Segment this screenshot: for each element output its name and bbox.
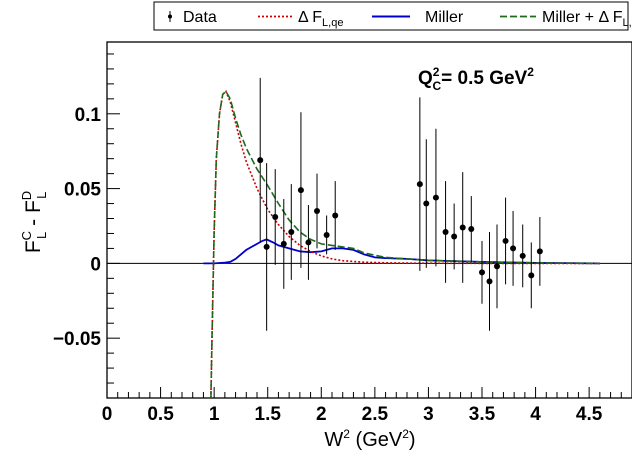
data-marker [442, 228, 449, 235]
data-marker [280, 240, 287, 247]
data-marker [451, 233, 458, 240]
data-point [528, 242, 535, 309]
x-tick-label: 2.5 [362, 404, 389, 425]
y-tick-label: 0.05 [64, 180, 101, 201]
legend-entry-dfl: Δ FL,qe [258, 9, 343, 29]
data-point [305, 205, 312, 280]
legend-label-dfl: Δ FL,qe [298, 9, 343, 29]
data-point [323, 215, 330, 255]
series-line-sum [210, 90, 600, 398]
legend-entry-data: Data [168, 9, 217, 26]
data-marker [468, 225, 475, 232]
x-axis: 0 0.5 1 1.5 2 2.5 3 3.5 4 4.5 [102, 387, 632, 425]
data-marker [528, 272, 535, 279]
data-point [459, 172, 466, 283]
y-tick-label: 0 [90, 254, 101, 275]
x-tick-label: 4 [530, 404, 541, 425]
data-point [468, 196, 475, 262]
data-marker [332, 212, 339, 219]
data-point [416, 97, 423, 271]
data-point [432, 128, 439, 267]
data-point [297, 112, 304, 268]
data-marker [288, 228, 295, 235]
data-marker [432, 194, 439, 201]
data-marker [323, 231, 330, 238]
data-marker [494, 263, 500, 270]
data-point [332, 181, 339, 250]
data-marker [536, 248, 543, 255]
data-marker [314, 208, 320, 215]
x-tick-label: 0 [102, 404, 113, 425]
data-marker [510, 245, 517, 252]
x-tick-label: 4.5 [576, 404, 603, 425]
chart-annotation: Q2 C= 0.5 GeV2 [418, 65, 534, 93]
data-marker [297, 187, 304, 194]
data-point [257, 77, 264, 243]
data-marker [263, 243, 270, 250]
data-point [288, 184, 295, 280]
data-point [280, 199, 287, 289]
data-marker [416, 181, 423, 188]
legend-label-sum: Miller + Δ FL,qe [542, 9, 632, 29]
x-tick-label: 0.5 [147, 404, 174, 425]
x-tick-label: 1.5 [255, 404, 282, 425]
x-tick-label: 1 [209, 404, 220, 425]
y-axis: 0.1 0.05 0 −0.05 [53, 53, 120, 399]
data-point [510, 211, 517, 286]
x-tick-label: 3 [423, 404, 434, 425]
data-marker [423, 200, 430, 207]
series-line-dfl [210, 90, 600, 398]
y-tick-label: −0.05 [53, 329, 102, 350]
data-marker [479, 269, 485, 276]
y-axis-title: FCL - FDL [19, 191, 49, 253]
data-marker [305, 239, 312, 246]
data-point [451, 203, 458, 270]
legend: Data Δ FL,qe Miller Miller + Δ FL,qe [153, 1, 632, 31]
data-point [263, 163, 270, 331]
data-point [536, 217, 543, 286]
data-marker [502, 237, 509, 244]
legend-data-marker [168, 14, 172, 19]
legend-entry-miller: Miller [372, 9, 464, 26]
data-marker [257, 157, 264, 164]
data-marker [272, 214, 279, 221]
y-tick-label: 0.1 [75, 105, 102, 126]
x-tick-label: 2 [316, 404, 327, 425]
x-axis-title: W2 (GeV2) [324, 427, 415, 451]
data-point [502, 197, 509, 285]
data-marker [459, 224, 466, 231]
data-point [494, 224, 500, 309]
x-tick-label: 3.5 [469, 404, 496, 425]
data-point [314, 173, 320, 249]
data-point [442, 181, 449, 283]
legend-entry-sum: Miller + Δ FL,qe [500, 9, 632, 29]
data-point [486, 231, 493, 331]
plot-content [107, 77, 632, 398]
data-point [272, 169, 279, 265]
data-point [479, 240, 485, 304]
data-marker [519, 252, 526, 259]
legend-label-miller: Miller [425, 9, 464, 26]
plot-area-frame [106, 41, 632, 399]
data-point [519, 224, 526, 288]
data-point [423, 139, 430, 268]
data-marker [486, 278, 493, 285]
legend-label-data: Data [183, 9, 217, 26]
